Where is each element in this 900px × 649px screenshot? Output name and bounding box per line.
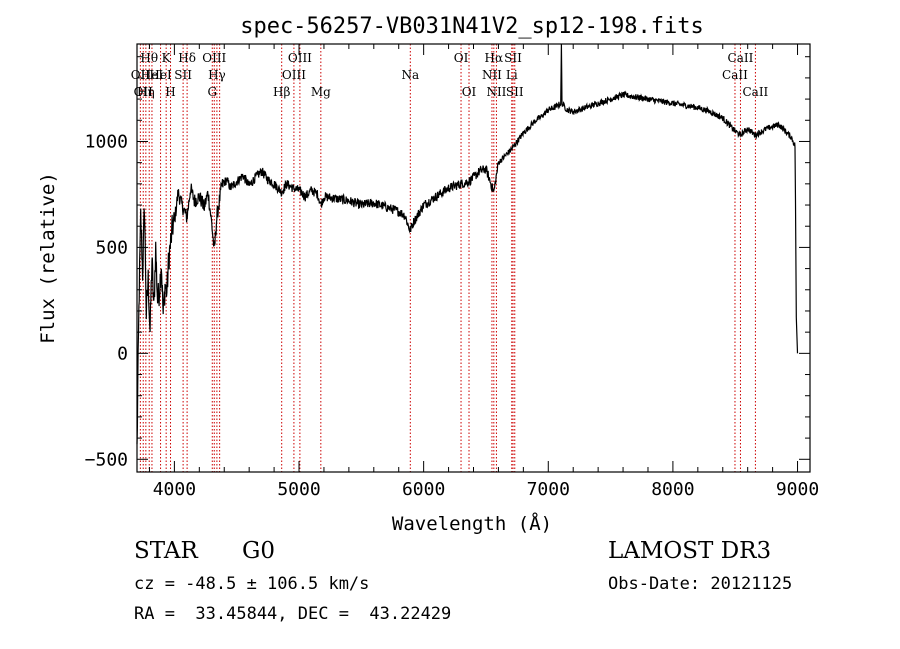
line-label: HeI <box>141 68 164 82</box>
coordinates: RA = 33.45844, DEC = 43.22429 <box>134 604 452 624</box>
line-label: OI <box>454 51 469 65</box>
line-label: K <box>162 51 172 65</box>
line-label: OI <box>462 85 477 99</box>
line-label: Hα <box>485 51 504 65</box>
plot-axes <box>136 43 811 473</box>
line-label: Mg <box>311 85 331 99</box>
observation-date: Obs-Date: 20121125 <box>608 574 793 594</box>
x-tick-label: 7000 <box>527 479 570 500</box>
line-label: Hη <box>137 85 155 99</box>
x-axis-label: Wavelength (Å) <box>392 512 552 535</box>
line-label: HeI <box>149 68 172 82</box>
line-label: G <box>207 85 217 99</box>
line-label: NII <box>486 85 506 99</box>
line-label: OIII <box>282 68 306 82</box>
x-tick-label: 6000 <box>402 479 445 500</box>
survey-name: LAMOST DR3 <box>608 538 772 564</box>
line-label: Hδ <box>178 51 196 65</box>
line-label: Hγ <box>208 68 226 82</box>
x-tick-label: 4000 <box>153 479 196 500</box>
y-axis-label: Flux (relative) <box>37 172 59 344</box>
y-tick-label: 1000 <box>85 131 128 152</box>
line-label: SII <box>174 68 192 82</box>
line-label: Li <box>506 68 518 82</box>
line-label: NII <box>482 68 502 82</box>
x-tick-label: 8000 <box>651 479 694 500</box>
line-label: OII <box>131 68 151 82</box>
object-subclass: G0 <box>242 538 276 564</box>
axis-ticks: 4000 5000 6000 7000 8000 9000 −500 0 500 1000 <box>85 44 819 500</box>
object-class: STAR <box>134 538 198 564</box>
y-tick-label: 500 <box>95 237 128 258</box>
line-label: H <box>165 85 175 99</box>
line-label: Hβ <box>273 85 290 99</box>
plot-frame <box>136 43 811 473</box>
emission-line-markers <box>139 44 756 472</box>
x-tick-label: 5000 <box>277 479 320 500</box>
line-label: SII <box>504 51 522 65</box>
emission-line-labels: OIIOIIHηHθHeIHeIKHSIIHδGOIIIHγHβOIIIOIII… <box>131 51 769 99</box>
spectrum-line <box>136 43 799 445</box>
y-tick-label: 0 <box>117 343 128 364</box>
redshift-value: cz = -48.5 ± 106.5 km/s <box>134 574 370 594</box>
line-label: Na <box>401 68 419 82</box>
line-label: Hθ <box>140 51 158 65</box>
line-label: OIII <box>202 51 226 65</box>
line-label: OIII <box>288 51 312 65</box>
line-label: CaII <box>728 51 754 65</box>
line-label: OII <box>134 85 154 99</box>
line-label: CaII <box>722 68 748 82</box>
chart-title: spec-56257-VB031N41V2_sp12-198.fits <box>240 14 704 39</box>
line-label: CaII <box>742 85 768 99</box>
line-label: SII <box>506 85 524 99</box>
y-tick-label: −500 <box>85 449 128 470</box>
x-tick-label: 9000 <box>776 479 819 500</box>
